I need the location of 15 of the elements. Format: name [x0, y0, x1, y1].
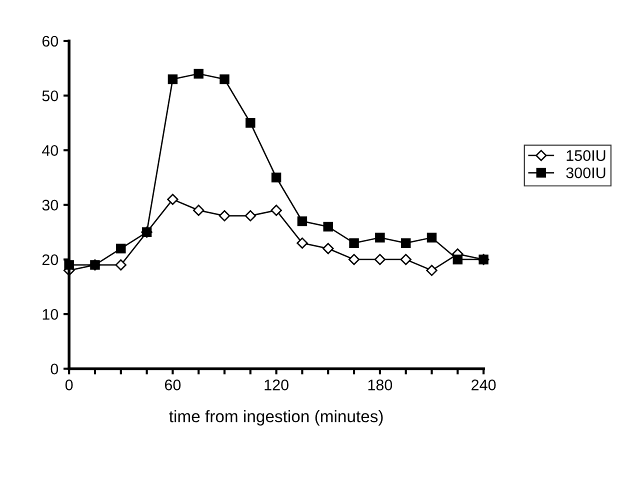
y-tick-label: 50 — [42, 90, 58, 102]
legend-label: 150IU — [566, 150, 606, 161]
y-tick-label: 30 — [42, 200, 58, 211]
y-tick-label: 0 — [50, 364, 58, 374]
x-tick-label: 0 — [65, 380, 73, 390]
x-tick-label: 240 — [472, 380, 496, 390]
y-tick-label: 40 — [42, 145, 58, 156]
x-tick-label: 120 — [264, 380, 288, 390]
x-tick-label: 180 — [368, 380, 392, 390]
y-tick-label: 20 — [42, 254, 58, 266]
x-axis-title: time from ingestion (minutes) — [169, 410, 383, 426]
legend-label: 300IU — [566, 167, 606, 178]
x-tick-label: 60 — [164, 380, 181, 390]
y-tick-label: 60 — [42, 36, 58, 47]
y-tick-label: 10 — [42, 308, 58, 320]
